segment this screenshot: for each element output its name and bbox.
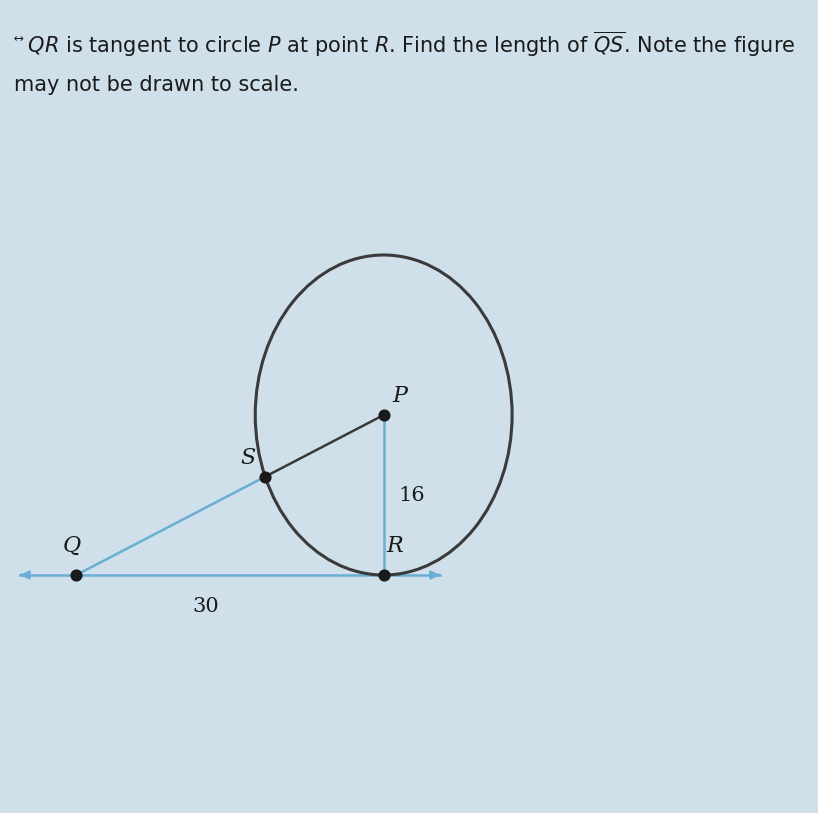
Text: Q: Q [63,535,81,557]
Text: $\overleftrightarrow{QR}$ is tangent to circle $P$ at point $R$. Find the length: $\overleftrightarrow{QR}$ is tangent to … [15,30,796,59]
Text: P: P [393,385,407,407]
Text: 30: 30 [192,597,219,616]
Point [377,568,390,581]
Text: S: S [240,446,255,468]
Point [70,568,83,581]
Point [377,408,390,421]
Text: R: R [387,535,403,557]
Text: may not be drawn to scale.: may not be drawn to scale. [15,75,299,95]
Text: 16: 16 [398,485,425,505]
Point [258,470,272,483]
